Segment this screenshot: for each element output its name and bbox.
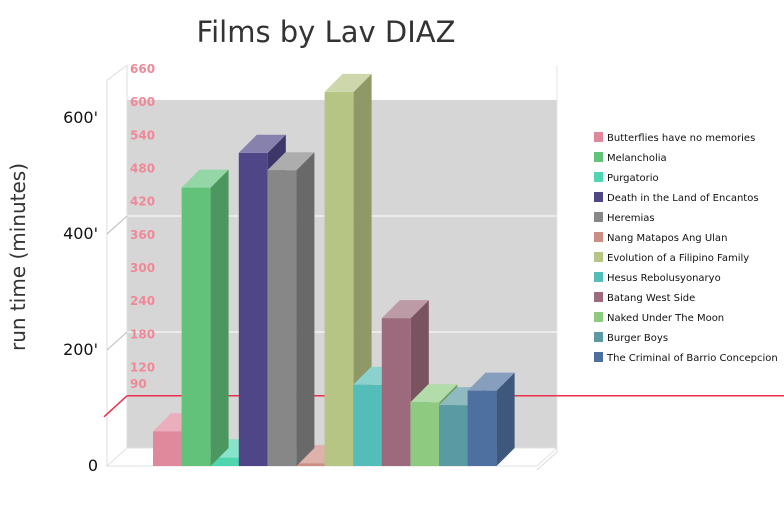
scale-label: 90 xyxy=(130,377,147,391)
legend-item: Hesus Rebolusyonaryo xyxy=(594,272,721,284)
legend-item: Burger Boys xyxy=(594,332,668,344)
legend-item: Melancholia xyxy=(594,152,667,164)
legend-item: Heremias xyxy=(594,212,655,224)
bar-front xyxy=(410,402,440,466)
scale-label: 300 xyxy=(130,261,155,275)
legend-swatch xyxy=(594,192,603,202)
y-tick-label: 200' xyxy=(63,340,98,359)
legend-label: Naked Under The Moon xyxy=(607,313,724,324)
bar-front xyxy=(381,318,411,466)
bar-front xyxy=(324,91,354,467)
legend-swatch xyxy=(594,272,603,282)
legend-item: Nang Matapos Ang Ulan xyxy=(594,232,727,244)
reference-line-side xyxy=(103,395,128,418)
legend: Butterflies have no memories Melancholia P… xyxy=(594,132,778,364)
bar-side xyxy=(296,152,315,466)
legend-item: Naked Under The Moon xyxy=(594,312,724,324)
legend-label: Death in the Land of Encantos xyxy=(607,193,759,204)
scale-label: 480 xyxy=(130,161,155,175)
bars-front-layer xyxy=(181,73,515,467)
bar-front xyxy=(467,390,497,466)
bar xyxy=(467,372,515,466)
scale-label: 600 xyxy=(130,95,155,109)
bar-front xyxy=(153,431,182,466)
bar-top xyxy=(181,169,229,188)
bar xyxy=(267,152,315,466)
bar-side xyxy=(353,73,372,467)
scale-label: 420 xyxy=(130,195,155,209)
legend-swatch xyxy=(594,212,603,222)
bar-side xyxy=(496,372,515,466)
bar-front xyxy=(181,187,211,466)
legend-label: Hesus Rebolusyonaryo xyxy=(607,273,721,284)
y-axis: 0 200' 400' 600' xyxy=(63,108,98,475)
y-tick-label: 400' xyxy=(63,224,98,243)
legend-label: Butterflies have no memories xyxy=(607,133,755,144)
bar-front xyxy=(267,170,297,466)
legend-label: The Criminal of Barrio Concepcion xyxy=(606,353,778,364)
scale-label: 180 xyxy=(130,327,155,341)
legend-label: Purgatorio xyxy=(607,173,659,184)
bar xyxy=(181,169,229,466)
scale-label: 660 xyxy=(130,62,155,76)
y-axis-label: run time (minutes) xyxy=(6,163,30,351)
legend-item: Purgatorio xyxy=(594,172,659,184)
reference-scale-labels: 90 120 180 240 300 360 420 480 540 600 660 xyxy=(130,62,155,391)
floor-edge xyxy=(536,448,558,471)
bar-top xyxy=(324,73,372,92)
bar-front xyxy=(238,152,268,467)
scale-label: 240 xyxy=(130,294,155,308)
legend-item: Death in the Land of Encantos xyxy=(594,192,759,204)
legend-swatch xyxy=(594,292,603,302)
legend-swatch xyxy=(594,312,603,322)
legend-label: Evolution of a Filipino Family xyxy=(607,253,749,264)
legend-swatch xyxy=(594,352,603,362)
bar-top xyxy=(410,384,458,403)
y-tick-label: 600' xyxy=(63,108,98,127)
bar-front xyxy=(353,384,383,466)
bar-front xyxy=(210,457,240,466)
legend-swatch xyxy=(594,232,603,242)
legend-item: The Criminal of Barrio Concepcion xyxy=(594,352,778,364)
bar-side xyxy=(210,169,229,466)
bar-front xyxy=(439,405,468,466)
legend-label: Heremias xyxy=(607,213,655,224)
scale-label: 540 xyxy=(130,128,155,142)
legend-item: Evolution of a Filipino Family xyxy=(594,252,749,264)
gridline-side xyxy=(106,331,128,351)
gridline-side xyxy=(106,215,128,235)
bar-top xyxy=(381,300,429,319)
bar-top xyxy=(267,152,315,171)
legend-swatch xyxy=(594,132,603,142)
bar-top xyxy=(467,372,515,391)
legend-swatch xyxy=(594,332,603,342)
legend-item: Butterflies have no memories xyxy=(594,132,755,144)
y-tick-label: 0 xyxy=(88,456,98,475)
legend-label: Burger Boys xyxy=(607,333,668,344)
bar-front xyxy=(296,463,325,466)
scale-label: 120 xyxy=(130,360,155,374)
legend-swatch xyxy=(594,152,603,162)
scale-label: 360 xyxy=(130,228,155,242)
legend-label: Nang Matapos Ang Ulan xyxy=(607,233,727,244)
legend-label: Melancholia xyxy=(607,153,667,164)
bar-top xyxy=(238,134,286,153)
legend-item: Batang West Side xyxy=(594,292,695,304)
legend-swatch xyxy=(594,252,603,262)
legend-label: Batang West Side xyxy=(607,293,695,304)
legend-swatch xyxy=(594,172,603,182)
chart-title: Films by Lav DIAZ xyxy=(197,15,456,49)
bar xyxy=(324,73,372,467)
